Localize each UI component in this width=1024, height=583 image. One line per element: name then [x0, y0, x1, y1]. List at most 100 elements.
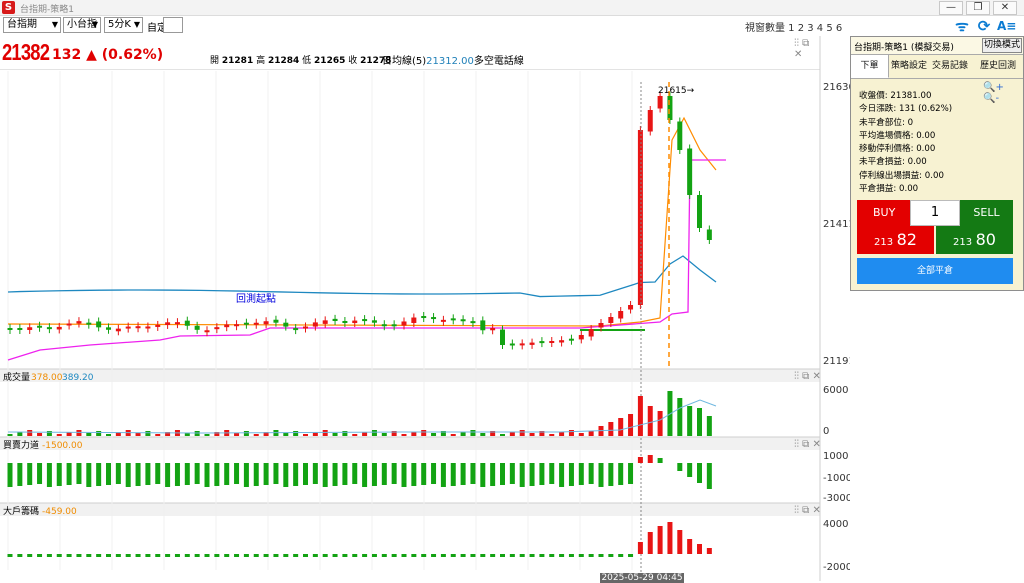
- symbol-select[interactable]: 台指期 ▼: [3, 17, 61, 33]
- volume-label: 成交量: [3, 371, 30, 383]
- big-player-bar: [697, 544, 702, 554]
- volume-bar: [411, 432, 417, 436]
- buy-button[interactable]: BUY: [857, 200, 910, 226]
- close-button[interactable]: ✕: [993, 1, 1017, 15]
- volume-value-1: 378.00: [31, 373, 63, 383]
- tab-order[interactable]: 下單: [851, 55, 889, 78]
- volume-bar: [371, 430, 377, 436]
- big-player-bar: [352, 554, 358, 557]
- antenna-icon[interactable]: ᯤ: [955, 17, 969, 35]
- candle-body: [322, 320, 328, 324]
- big-player-bar: [588, 554, 594, 557]
- big-player-bar: [657, 526, 663, 554]
- restore-button[interactable]: ❐: [966, 1, 990, 15]
- volume-bar: [618, 418, 624, 436]
- sell-button[interactable]: SELL: [960, 200, 1013, 226]
- big-player-bar: [17, 554, 23, 557]
- power-bar: [381, 463, 387, 485]
- big-player-bar: [637, 542, 643, 554]
- candle-body: [76, 321, 82, 324]
- candle-body: [460, 319, 466, 322]
- candle-body: [352, 320, 358, 324]
- big-player-bar: [529, 554, 535, 557]
- big-player-bar: [96, 554, 102, 557]
- text-settings-icon[interactable]: A≡: [997, 19, 1017, 33]
- last-price: 21382: [2, 39, 50, 65]
- volume-bar: [243, 431, 249, 436]
- big-player-bar: [194, 554, 200, 557]
- big-player-bar: [342, 554, 348, 557]
- power-bar: [253, 463, 259, 486]
- big-player-bar: [480, 554, 486, 557]
- tab-backtest[interactable]: 歷史回測: [979, 61, 1016, 71]
- chevron-down-icon: ▼: [133, 20, 140, 29]
- volume-bar: [204, 434, 210, 436]
- panel-tools-icon[interactable]: ⫶⫶ ⧉ ✕: [794, 38, 810, 60]
- y-tick-label: 21411: [823, 219, 850, 230]
- refresh-icon[interactable]: ⟳: [977, 17, 991, 35]
- volume-bar: [706, 416, 712, 436]
- power-bar: [332, 463, 338, 486]
- candle-body: [342, 321, 348, 324]
- candle-body: [500, 329, 505, 345]
- zoom-icon[interactable]: 🔍+ 🔍-: [983, 82, 1004, 104]
- flatten-all-button[interactable]: 全部平倉: [857, 258, 1013, 284]
- close-value: 21278: [360, 56, 392, 66]
- ask-price-button[interactable]: 213 80: [936, 226, 1013, 254]
- bid-price-button[interactable]: 213 82: [857, 226, 934, 254]
- big-player-bar: [490, 554, 496, 557]
- view-count-selector[interactable]: 視窗數量 1 2 3 4 5 6: [745, 23, 843, 34]
- power-bar: [135, 463, 141, 486]
- volume-bar: [500, 434, 505, 436]
- candle-body: [37, 325, 43, 328]
- power-panel-header: [0, 437, 820, 450]
- bid-prefix: 213: [874, 237, 894, 248]
- candle-body: [66, 323, 72, 326]
- volume-bar: [381, 433, 387, 436]
- candle-body: [578, 335, 584, 340]
- power-bar: [56, 463, 62, 486]
- candle-body: [125, 326, 131, 329]
- volume-bar: [263, 432, 269, 436]
- candle-body: [243, 322, 249, 325]
- candle-body: [401, 321, 407, 326]
- strategy-tabs: 下單 策略設定 交易記錄 歷史回測: [851, 55, 1023, 79]
- contract-value: 小台指: [67, 19, 97, 30]
- tab-trade-records[interactable]: 交易記錄: [931, 61, 968, 71]
- power-bar: [401, 463, 407, 487]
- low-value: 21265: [314, 56, 346, 66]
- custom-period-input[interactable]: [163, 17, 183, 33]
- low-label: 低: [302, 56, 312, 66]
- power-bar: [519, 463, 525, 487]
- power-bar: [637, 457, 643, 463]
- big-player-bar: [224, 554, 230, 557]
- big-player-bar: [608, 554, 614, 557]
- big-player-bar: [500, 554, 505, 557]
- power-bar: [86, 463, 92, 487]
- ask-big: 80: [975, 230, 996, 249]
- big-player-bar: [391, 554, 397, 557]
- volume-bar: [431, 433, 437, 436]
- quantity-input[interactable]: 1: [910, 200, 960, 226]
- volume-bar: [155, 434, 161, 436]
- period-select[interactable]: 5分K ▼: [104, 17, 143, 33]
- big-player-bar: [421, 554, 427, 557]
- power-bar: [263, 463, 269, 485]
- volume-bar: [450, 434, 456, 436]
- switch-mode-button[interactable]: 切換模式: [982, 38, 1022, 53]
- chart-area[interactable]: ⫶⫶ ⧉ ✕ ⫶⫶ ⧉ ✕ ⫶⫶ ⧉ ✕ 21630 21411 21191 6000 0 10…: [0, 36, 850, 581]
- candle-body: [7, 328, 13, 330]
- tab-strategy-settings[interactable]: 策略設定: [890, 61, 927, 71]
- candle-body: [234, 324, 240, 327]
- open-label: 開: [210, 56, 220, 66]
- minimize-button[interactable]: —: [939, 1, 963, 15]
- candle-body: [539, 341, 545, 344]
- big-player-bar: [56, 554, 62, 557]
- contract-select[interactable]: 小台指 ▼: [63, 17, 101, 33]
- info-realized-pnl: 平倉損益: 0.00: [859, 184, 919, 195]
- y-tick-label: 21191: [823, 356, 850, 367]
- info-trailing-stop: 移動停利價格: 0.00: [859, 144, 936, 155]
- volume-bar: [529, 433, 535, 436]
- big-player-bar: [411, 554, 417, 557]
- volume-bar: [391, 431, 397, 436]
